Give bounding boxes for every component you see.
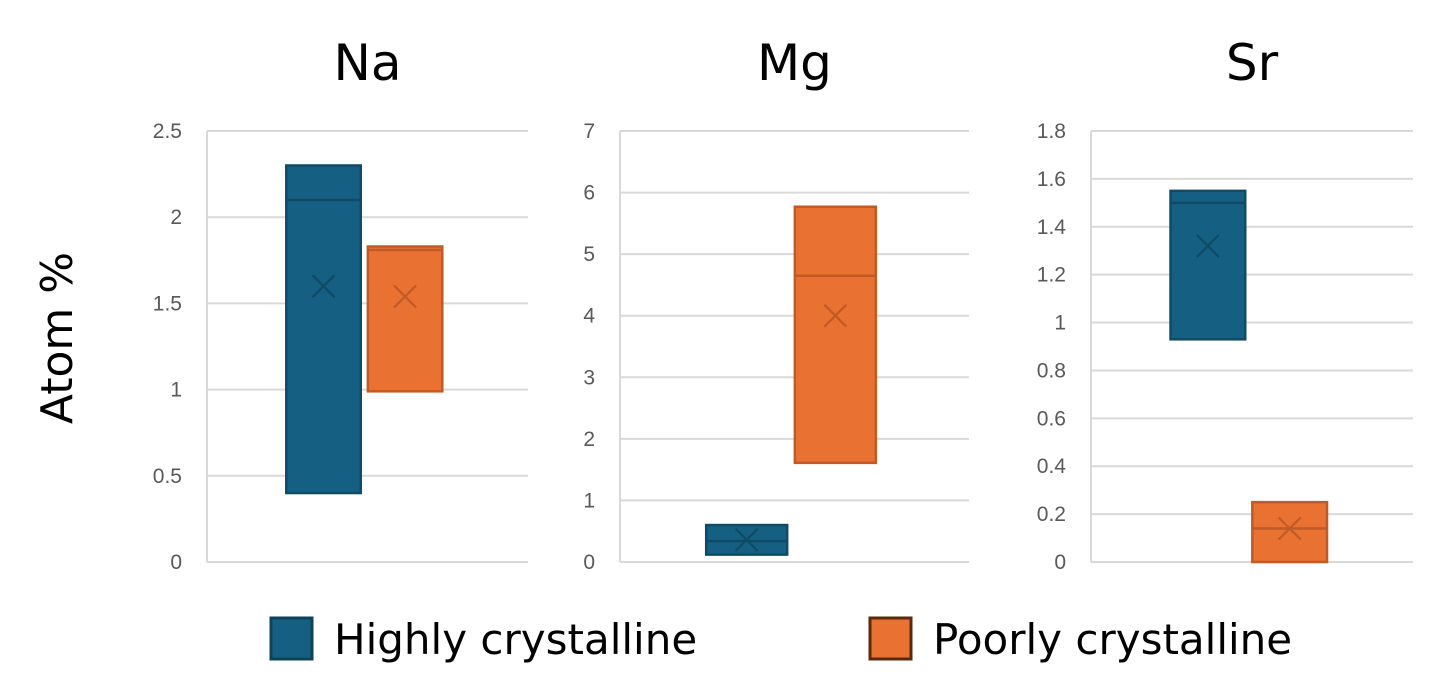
y-tick-label: 1.6	[1037, 168, 1066, 191]
y-tick-label: 1	[583, 489, 595, 512]
box-iqr	[1251, 500, 1329, 564]
mean-marker	[734, 528, 759, 552]
box-iqr	[793, 205, 878, 465]
y-tick-label: 1.2	[1037, 264, 1066, 287]
mean-marker	[311, 274, 336, 298]
y-tick-label: 0	[170, 551, 182, 574]
y-tick-label: 1	[170, 379, 182, 402]
y-tick-label: 2	[583, 428, 595, 451]
y-tick-label: 0.8	[1037, 359, 1066, 382]
y-tick-label: 6	[583, 182, 595, 205]
y-tick-label: 0.5	[153, 465, 182, 488]
box-highly-crystalline	[1169, 189, 1247, 341]
y-axis-label: Atom %	[32, 252, 83, 424]
panel-title: Mg	[757, 34, 832, 92]
box-iqr	[285, 164, 363, 495]
box-poorly-crystalline	[1251, 500, 1329, 564]
mean-marker	[1196, 234, 1220, 258]
panel-na: Na 0 0.5 1 1.5 2 2.5	[153, 34, 528, 574]
y-tick-label: 1.5	[153, 292, 182, 315]
y-tick-label: 1	[1054, 312, 1066, 335]
box-iqr	[1169, 189, 1247, 341]
y-tick-label: 0.6	[1037, 407, 1066, 430]
legend: Highly crystalline Poorly crystalline	[269, 615, 1292, 664]
legend-swatch-poorly-crystalline	[868, 616, 913, 661]
y-tick-label: 0.4	[1037, 455, 1067, 478]
panel-mg: Mg 0 1 2 3 4 5 6 7	[583, 34, 969, 574]
panel-title: Na	[333, 34, 401, 92]
mean-marker	[823, 303, 848, 328]
y-tick-label: 1.8	[1037, 120, 1066, 143]
mean-marker	[1277, 516, 1302, 541]
y-tick-label: 0	[1054, 551, 1066, 574]
y-tick-label: 5	[583, 243, 595, 266]
legend-label-poorly-crystalline: Poorly crystalline	[933, 615, 1292, 664]
panel-sr: Sr 0 0.2 0.4 0.6 0.8 1 1.2 1.4 1.6 1.8	[1037, 34, 1413, 574]
box-poorly-crystalline	[793, 205, 878, 465]
y-tick-label: 2.5	[153, 120, 182, 143]
legend-label-highly-crystalline: Highly crystalline	[334, 615, 697, 664]
mean-marker	[393, 284, 417, 309]
box-poorly-crystalline	[366, 245, 444, 393]
y-tick-label: 0	[583, 551, 595, 574]
legend-swatch-highly-crystalline	[269, 616, 314, 661]
box-iqr	[366, 245, 444, 393]
y-tick-label: 3	[583, 366, 595, 389]
y-tick-label: 1.4	[1037, 216, 1067, 239]
panel-title: Sr	[1226, 34, 1279, 92]
y-tick-label: 0.2	[1037, 503, 1066, 526]
y-tick-label: 2	[170, 206, 182, 229]
box-highly-crystalline	[285, 164, 363, 495]
y-tick-label: 4	[583, 305, 595, 328]
box-highly-crystalline	[704, 523, 789, 556]
y-tick-label: 7	[583, 120, 595, 143]
